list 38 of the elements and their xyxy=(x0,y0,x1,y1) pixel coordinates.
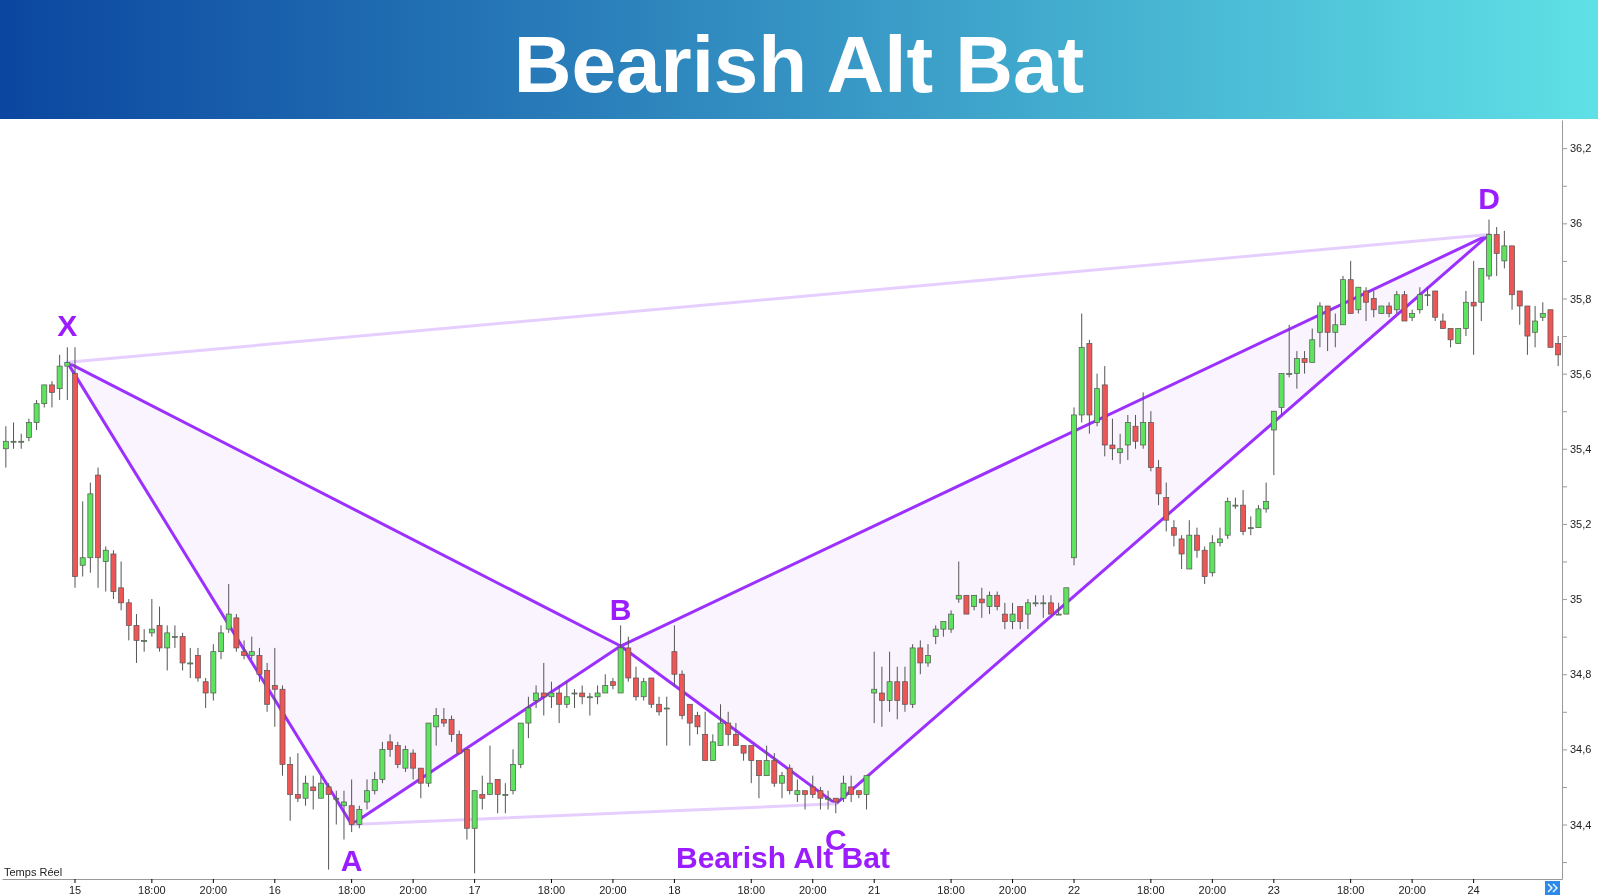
y-tick-label: 34,6 xyxy=(1570,743,1592,756)
x-tick-label: 18:00 xyxy=(337,883,366,896)
x-tick-label: 18:00 xyxy=(937,883,965,896)
y-tick-label: 35,8 xyxy=(1570,292,1592,305)
x-tick-label: 22 xyxy=(1067,883,1081,896)
y-tick-label: 35,2 xyxy=(1570,517,1592,530)
y-tick-label: 34,4 xyxy=(1570,818,1592,831)
x-tick-label: 18:00 xyxy=(537,883,566,896)
x-tick-label: 20:00 xyxy=(798,883,827,896)
x-tick-label: 21 xyxy=(868,883,881,896)
annotation: B xyxy=(609,593,632,627)
annotation: A xyxy=(340,843,363,877)
x-tick-label: 18:00 xyxy=(737,883,766,896)
y-tick-label: 35,4 xyxy=(1570,442,1592,455)
x-tick-label: 17 xyxy=(468,883,481,896)
x-tick-label: 16 xyxy=(268,883,281,896)
x-tick-label: 20:00 xyxy=(599,883,627,896)
x-tick-label: 20:00 xyxy=(399,883,427,896)
y-tick-label: 34,8 xyxy=(1570,668,1592,681)
x-tick-label: 20:00 xyxy=(998,883,1027,896)
x-tick-label: 18:00 xyxy=(1336,883,1365,896)
annotation: D xyxy=(1478,181,1500,215)
x-tick-label: 20:00 xyxy=(1198,883,1227,896)
x-tick-label: 20:00 xyxy=(199,883,228,896)
annotation: X xyxy=(57,309,78,343)
chart-title: Bearish Alt Bat xyxy=(513,20,1085,109)
y-tick-label: 36,2 xyxy=(1570,142,1592,155)
x-tick-label: 18 xyxy=(668,883,681,896)
x-tick-label: 23 xyxy=(1267,883,1280,896)
annotation: Temps Réel xyxy=(4,866,63,878)
y-tick-label: 35,6 xyxy=(1570,367,1592,380)
x-tick-label: 18:00 xyxy=(1137,883,1165,896)
x-tick-label: 20:00 xyxy=(1398,883,1426,896)
y-tick-label: 36 xyxy=(1570,217,1583,230)
x-tick-label: 15 xyxy=(68,883,82,896)
x-tick-label: 24 xyxy=(1467,883,1480,896)
y-tick-label: 35 xyxy=(1570,593,1583,606)
x-tick-label: 18:00 xyxy=(138,883,166,896)
